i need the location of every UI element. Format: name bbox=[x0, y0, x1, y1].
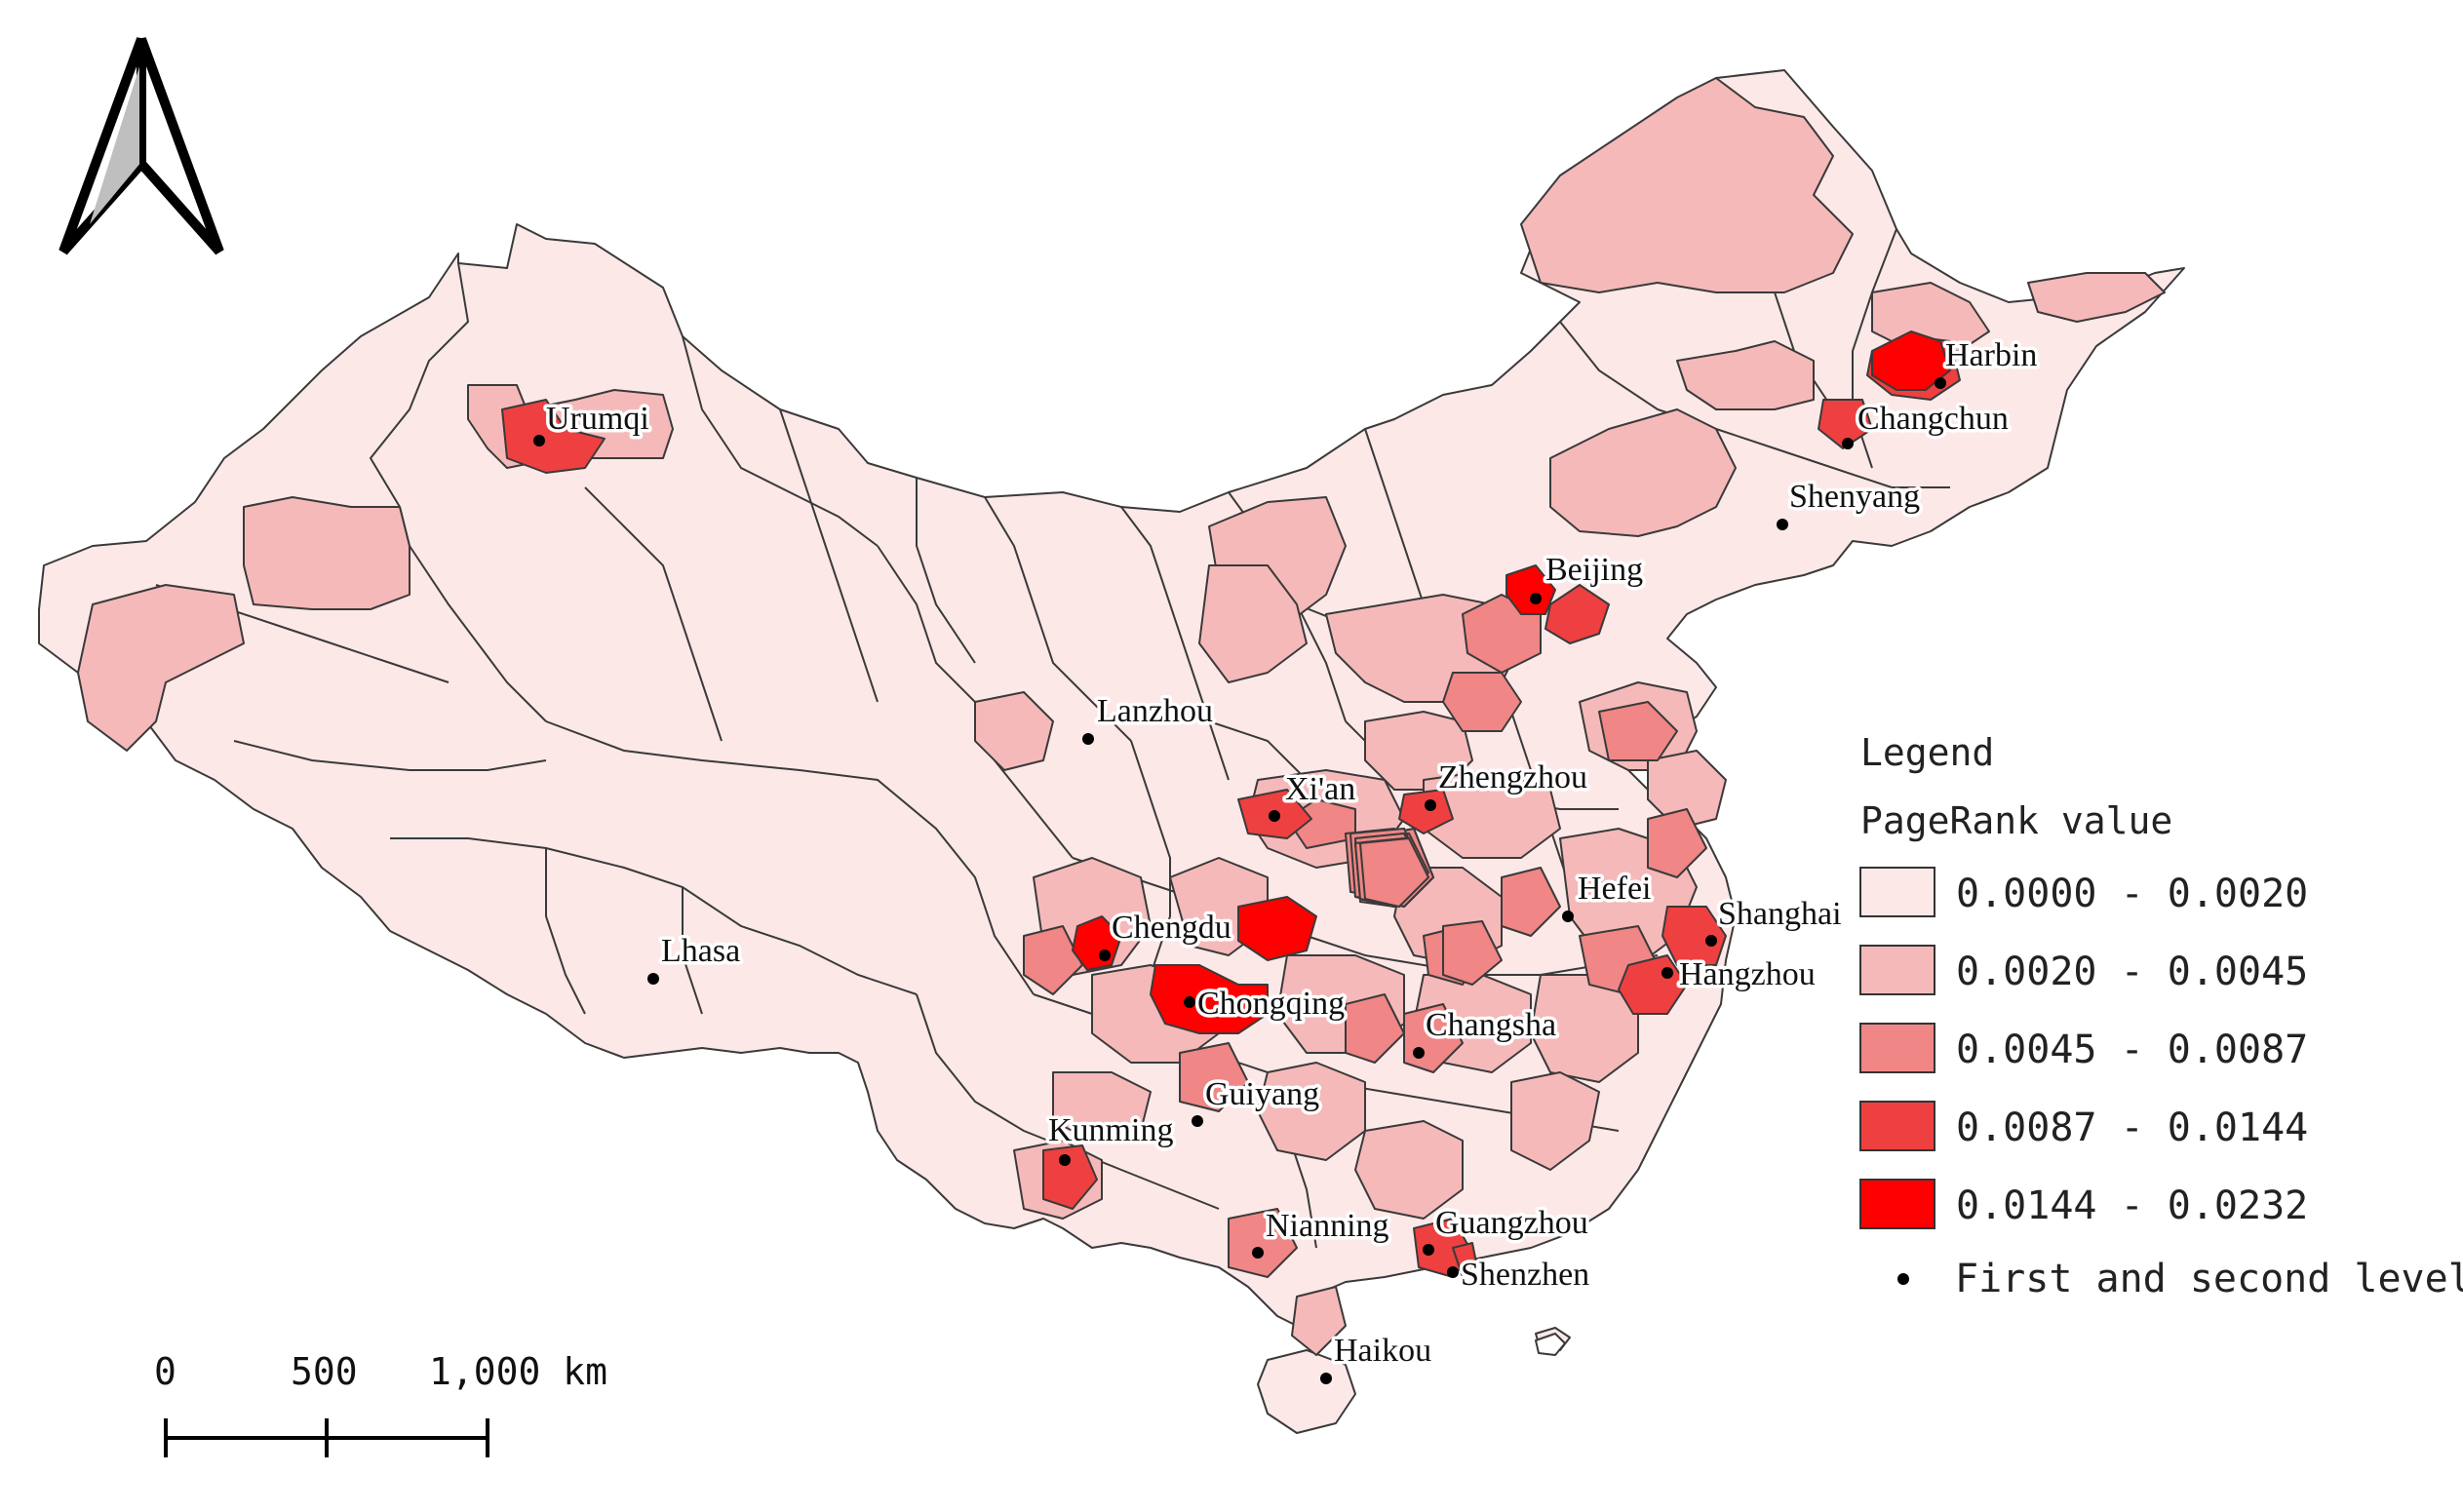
legend-swatch-1 bbox=[1859, 867, 1935, 917]
island-icon bbox=[1535, 1333, 1566, 1356]
city-label-nianning: Nianning bbox=[1266, 1208, 1389, 1244]
city-label-shenzhen: Shenzhen bbox=[1461, 1257, 1589, 1293]
scale-tick-500: 500 bbox=[291, 1350, 358, 1393]
city-label-haikou: Haikou bbox=[1334, 1333, 1431, 1369]
city-point-zhengzhou bbox=[1425, 799, 1436, 811]
city-point-kunming bbox=[1059, 1154, 1071, 1166]
legend-swatch-3 bbox=[1859, 1023, 1935, 1073]
city-point-xian bbox=[1269, 810, 1280, 822]
city-label-zhengzhou: Zhengzhou bbox=[1438, 759, 1587, 795]
city-point-hefei bbox=[1562, 911, 1574, 922]
city-label-guiyang: Guiyang bbox=[1205, 1076, 1319, 1112]
legend-swatch-4 bbox=[1859, 1101, 1935, 1151]
city-point-lhasa bbox=[647, 973, 659, 985]
city-points bbox=[533, 377, 1946, 1384]
legend-point-label: First and second level bbox=[1955, 1257, 2463, 1301]
city-label-changsha: Changsha bbox=[1426, 1007, 1556, 1043]
class-3-regions bbox=[1023, 594, 1707, 1278]
city-point-haikou bbox=[1320, 1373, 1332, 1384]
legend-title: Legend bbox=[1860, 731, 1994, 774]
legend-label-1: 0.0000 - 0.0020 bbox=[1956, 872, 2308, 916]
city-point-nianning bbox=[1252, 1247, 1264, 1259]
legend-swatch-5 bbox=[1859, 1179, 1935, 1229]
city-label-hefei: Hefei bbox=[1578, 871, 1652, 907]
city-label-beijing: Beijing bbox=[1545, 552, 1643, 588]
scale-bar: 0 500 1,000 km bbox=[154, 1350, 607, 1457]
city-point-hangzhou bbox=[1662, 967, 1673, 979]
city-label-xian: Xi'an bbox=[1285, 771, 1355, 807]
city-point-lanzhou bbox=[1082, 733, 1094, 745]
scale-tick-0: 0 bbox=[154, 1350, 176, 1393]
legend-swatch-2 bbox=[1859, 945, 1935, 995]
legend-label-3: 0.0045 - 0.0087 bbox=[1956, 1027, 2308, 1072]
city-label-changchun: Changchun bbox=[1857, 401, 2009, 437]
city-label-shenyang: Shenyang bbox=[1789, 479, 1920, 515]
city-label-hangzhou: Hangzhou bbox=[1679, 956, 1816, 992]
city-point-shanghai bbox=[1705, 935, 1717, 947]
class-5-regions bbox=[1072, 330, 1951, 1034]
city-point-changsha bbox=[1413, 1047, 1425, 1059]
city-label-chongqing: Chongqing bbox=[1197, 986, 1345, 1022]
city-point-guangzhou bbox=[1423, 1244, 1434, 1256]
city-label-kunming: Kunming bbox=[1048, 1112, 1173, 1148]
scale-tick-1000: 1,000 km bbox=[429, 1350, 607, 1393]
city-point-changchun bbox=[1842, 438, 1854, 449]
city-label-guangzhou: Guangzhou bbox=[1435, 1205, 1588, 1241]
legend-point-icon bbox=[1897, 1273, 1909, 1285]
city-point-urumqi bbox=[533, 435, 545, 446]
legend-label-2: 0.0020 - 0.0045 bbox=[1956, 950, 2308, 994]
legend-subtitle: PageRank value bbox=[1860, 799, 2172, 842]
legend-label-5: 0.0144 - 0.0232 bbox=[1956, 1183, 2308, 1228]
city-label-shanghai: Shanghai bbox=[1718, 896, 1842, 932]
city-labels: Urumqi Harbin Changchun Shenyang Beijing Lanz… bbox=[543, 334, 2041, 1373]
city-point-chengdu bbox=[1099, 950, 1111, 961]
city-point-chongqing bbox=[1184, 996, 1195, 1008]
north-arrow-icon bbox=[59, 37, 224, 255]
city-point-guiyang bbox=[1192, 1115, 1203, 1127]
city-label-lanzhou: Lanzhou bbox=[1097, 693, 1213, 729]
legend-label-4: 0.0087 - 0.0144 bbox=[1956, 1105, 2308, 1150]
city-point-beijing bbox=[1530, 593, 1542, 604]
city-point-harbin bbox=[1935, 377, 1946, 389]
city-point-shenzhen bbox=[1447, 1266, 1459, 1278]
legend: Legend PageRank value 0.0000 - 0.0020 0.0… bbox=[1859, 731, 2463, 1301]
city-label-harbin: Harbin bbox=[1945, 337, 2037, 373]
city-label-lhasa: Lhasa bbox=[661, 933, 740, 969]
city-label-chengdu: Chengdu bbox=[1112, 910, 1232, 946]
city-point-shenyang bbox=[1777, 519, 1788, 530]
city-label-urumqi: Urumqi bbox=[546, 401, 649, 437]
